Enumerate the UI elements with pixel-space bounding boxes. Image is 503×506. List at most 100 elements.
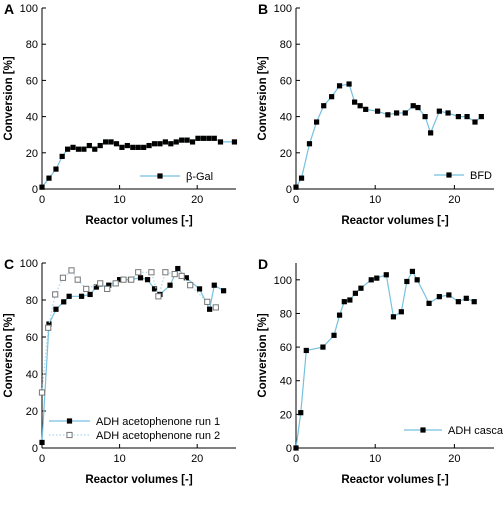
data-point	[117, 277, 123, 283]
legend-marker	[420, 427, 426, 433]
data-point	[352, 99, 358, 105]
panel-letter: A	[4, 1, 14, 17]
data-point	[38, 389, 46, 396]
y-tick-label: 80	[280, 39, 292, 51]
y-tick-label: 100	[20, 3, 38, 15]
data-point	[303, 347, 309, 354]
series-line	[295, 83, 482, 188]
data-point	[113, 141, 120, 147]
series-1	[293, 268, 477, 451]
data-point	[455, 114, 461, 120]
y-tick-label: 100	[20, 258, 38, 270]
data-point	[206, 135, 212, 141]
x-axis-title: Reactor volumes [-]	[341, 474, 449, 486]
data-point	[65, 146, 71, 152]
data-point	[414, 277, 420, 283]
data-point	[104, 285, 111, 292]
data-point	[446, 292, 452, 298]
legend-entry: ADH acetophenone run 1	[49, 416, 220, 428]
data-point	[293, 445, 299, 451]
data-point	[151, 141, 158, 147]
data-point	[374, 275, 380, 281]
data-point	[92, 146, 98, 152]
data-point	[183, 275, 189, 281]
data-point	[175, 265, 181, 272]
data-point	[409, 268, 416, 275]
y-tick-label: 80	[280, 308, 292, 320]
data-point	[363, 106, 369, 112]
data-point	[128, 276, 135, 283]
panel-c: C 0 20 40 60 80 100 0 10 20 Reactor volumes [-] Con…	[3, 256, 236, 486]
data-point	[70, 144, 76, 150]
data-point	[59, 274, 67, 281]
data-point	[52, 291, 59, 298]
data-point	[306, 141, 313, 147]
data-point	[53, 306, 59, 312]
data-point	[313, 119, 320, 125]
data-point	[415, 104, 421, 111]
data-point	[86, 142, 92, 149]
data-point	[173, 139, 179, 145]
x-tick-label: 0	[39, 453, 45, 465]
y-tick-label: 80	[26, 39, 38, 51]
data-point	[374, 108, 381, 114]
data-point	[168, 141, 174, 147]
y-tick-label: 100	[274, 275, 292, 287]
legend-entry: β-Gal	[140, 171, 213, 183]
data-point	[472, 119, 478, 125]
data-point	[93, 284, 99, 290]
data-point	[321, 103, 327, 109]
data-point	[189, 139, 196, 145]
x-axis-title: Reactor volumes [-]	[85, 474, 193, 486]
data-point	[75, 146, 82, 152]
data-point	[157, 141, 163, 147]
data-point	[195, 135, 201, 141]
legend-entry: ADH cascade	[404, 425, 503, 437]
data-point	[179, 137, 185, 143]
data-point	[148, 269, 155, 276]
data-point	[120, 276, 127, 283]
legend-label: ADH acetophenone run 2	[96, 430, 220, 442]
data-point	[393, 110, 400, 116]
legend-label: ADH cascade	[448, 425, 503, 437]
x-tick-label: 20	[448, 194, 460, 206]
data-point	[383, 272, 389, 278]
data-point	[341, 299, 347, 305]
data-point	[106, 282, 112, 288]
data-point	[357, 103, 363, 109]
data-point	[81, 146, 87, 152]
data-point	[155, 293, 162, 300]
data-point	[59, 153, 65, 160]
data-point	[331, 332, 337, 338]
data-point	[346, 81, 352, 87]
series-line	[41, 137, 235, 188]
panel-d: D 0 20 40 60 80 100 0 10 20 Reactor volumes [-] Con…	[257, 256, 503, 486]
data-point	[211, 282, 217, 288]
data-point	[293, 184, 299, 190]
data-point	[298, 410, 304, 416]
data-point	[455, 299, 461, 305]
y-axis-title: Conversion [%]	[257, 313, 269, 398]
data-point	[336, 83, 343, 89]
data-point	[167, 282, 173, 288]
data-point	[61, 299, 67, 305]
data-point	[436, 294, 442, 300]
legend-label: ADH acetophenone run 1	[96, 416, 220, 428]
data-point	[87, 291, 93, 298]
y-tick-label: 60	[26, 332, 38, 344]
panel-b: B 0 20 40 60 80 100 0 10 20 Reactor volumes [-] Con…	[257, 1, 494, 227]
y-tick-label: 60	[280, 75, 292, 87]
data-point	[108, 139, 114, 145]
data-point	[39, 184, 45, 190]
data-point	[130, 144, 136, 150]
data-point	[53, 166, 59, 172]
y-tick-label: 80	[26, 295, 38, 307]
data-point	[347, 297, 353, 303]
series-1	[293, 81, 484, 190]
data-point	[46, 175, 52, 181]
data-point	[207, 306, 213, 312]
y-tick-label: 40	[280, 112, 292, 124]
y-tick-label: 20	[280, 148, 292, 160]
data-point	[103, 139, 109, 145]
